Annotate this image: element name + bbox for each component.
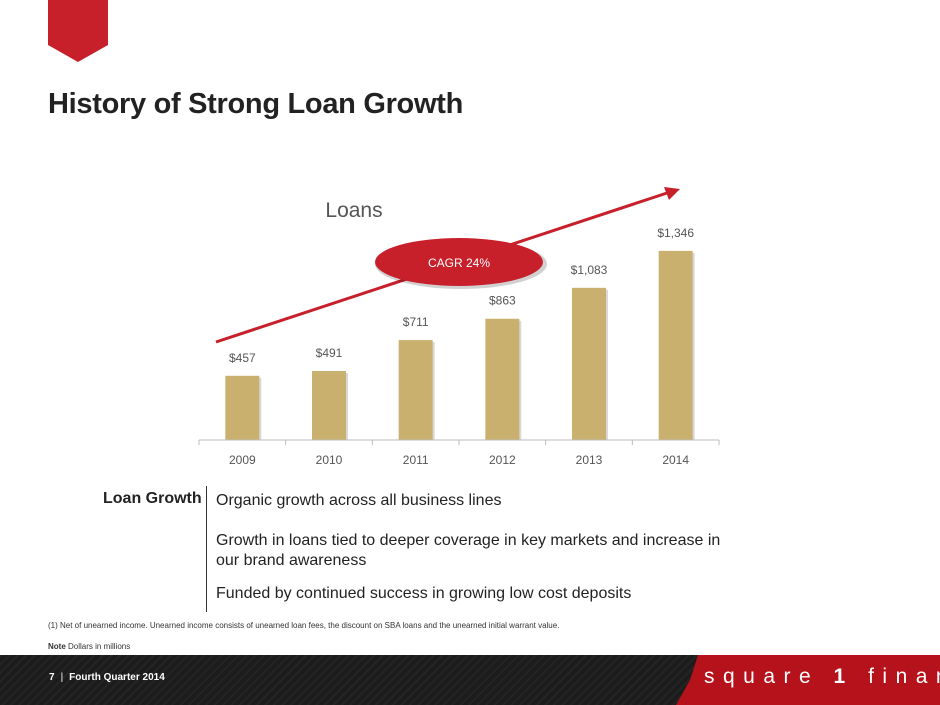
bar-2013 (572, 287, 607, 440)
brand-text-pre: square (704, 665, 834, 688)
footer-separator: | (60, 672, 64, 683)
bar-2010 (312, 371, 347, 440)
tick-label-2009: 2009 (229, 453, 256, 467)
brand-text-one: 1 (833, 665, 854, 688)
note-label: Note (48, 642, 66, 651)
bullet-organic-growth: Organic growth across all business lines (216, 492, 502, 509)
loans-bar-chart: Loans $457 2009 $491 2010 $711 2011 $863 2012 $1… (198, 187, 720, 467)
footnote: (1) Net of unearned income. Unearned inc… (48, 621, 560, 630)
cagr-label: CAGR 24% (428, 256, 490, 270)
divider (206, 486, 207, 612)
footer-page-info: 7 | Fourth Quarter 2014 (49, 672, 165, 683)
tick-label-2010: 2010 (316, 453, 343, 467)
tick-label-2011: 2011 (403, 453, 429, 467)
bullet-deeper-coverage: Growth in loans tied to deeper coverage … (216, 532, 721, 569)
corner-tab-decoration (48, 0, 108, 62)
footer-bar: square 1 financial (0, 655, 940, 705)
tick-label-2013: 2013 (576, 453, 603, 467)
note: Note Dollars in millions (48, 642, 130, 651)
footer-brand-panel (676, 655, 940, 705)
chart-title: Loans (325, 199, 382, 222)
brand-logo: square 1 financial (704, 665, 940, 689)
data-label-2011: $711 (403, 315, 429, 329)
data-label-2009: $457 (229, 351, 256, 365)
tick-label-2014: 2014 (662, 453, 689, 467)
bar-2014 (658, 250, 693, 440)
page-number: 7 (49, 672, 55, 683)
bar-2009 (225, 375, 260, 440)
bar-2011 (398, 340, 433, 440)
brand-text-post: financial (868, 665, 940, 688)
bar-2012 (485, 318, 520, 440)
bullet-low-cost-deposits: Funded by continued success in growing l… (216, 585, 632, 602)
loan-growth-label: Loan Growth (103, 490, 202, 507)
footer-period: Fourth Quarter 2014 (69, 672, 165, 683)
page-title: History of Strong Loan Growth (48, 88, 464, 120)
data-label-2013: $1,083 (571, 263, 608, 277)
data-label-2010: $491 (316, 346, 343, 360)
note-text: Dollars in millions (65, 642, 131, 651)
data-label-2012: $863 (489, 294, 516, 308)
tick-label-2012: 2012 (489, 453, 516, 467)
data-label-2014: $1,346 (657, 226, 694, 240)
cagr-badge: CAGR 24% (375, 238, 547, 289)
